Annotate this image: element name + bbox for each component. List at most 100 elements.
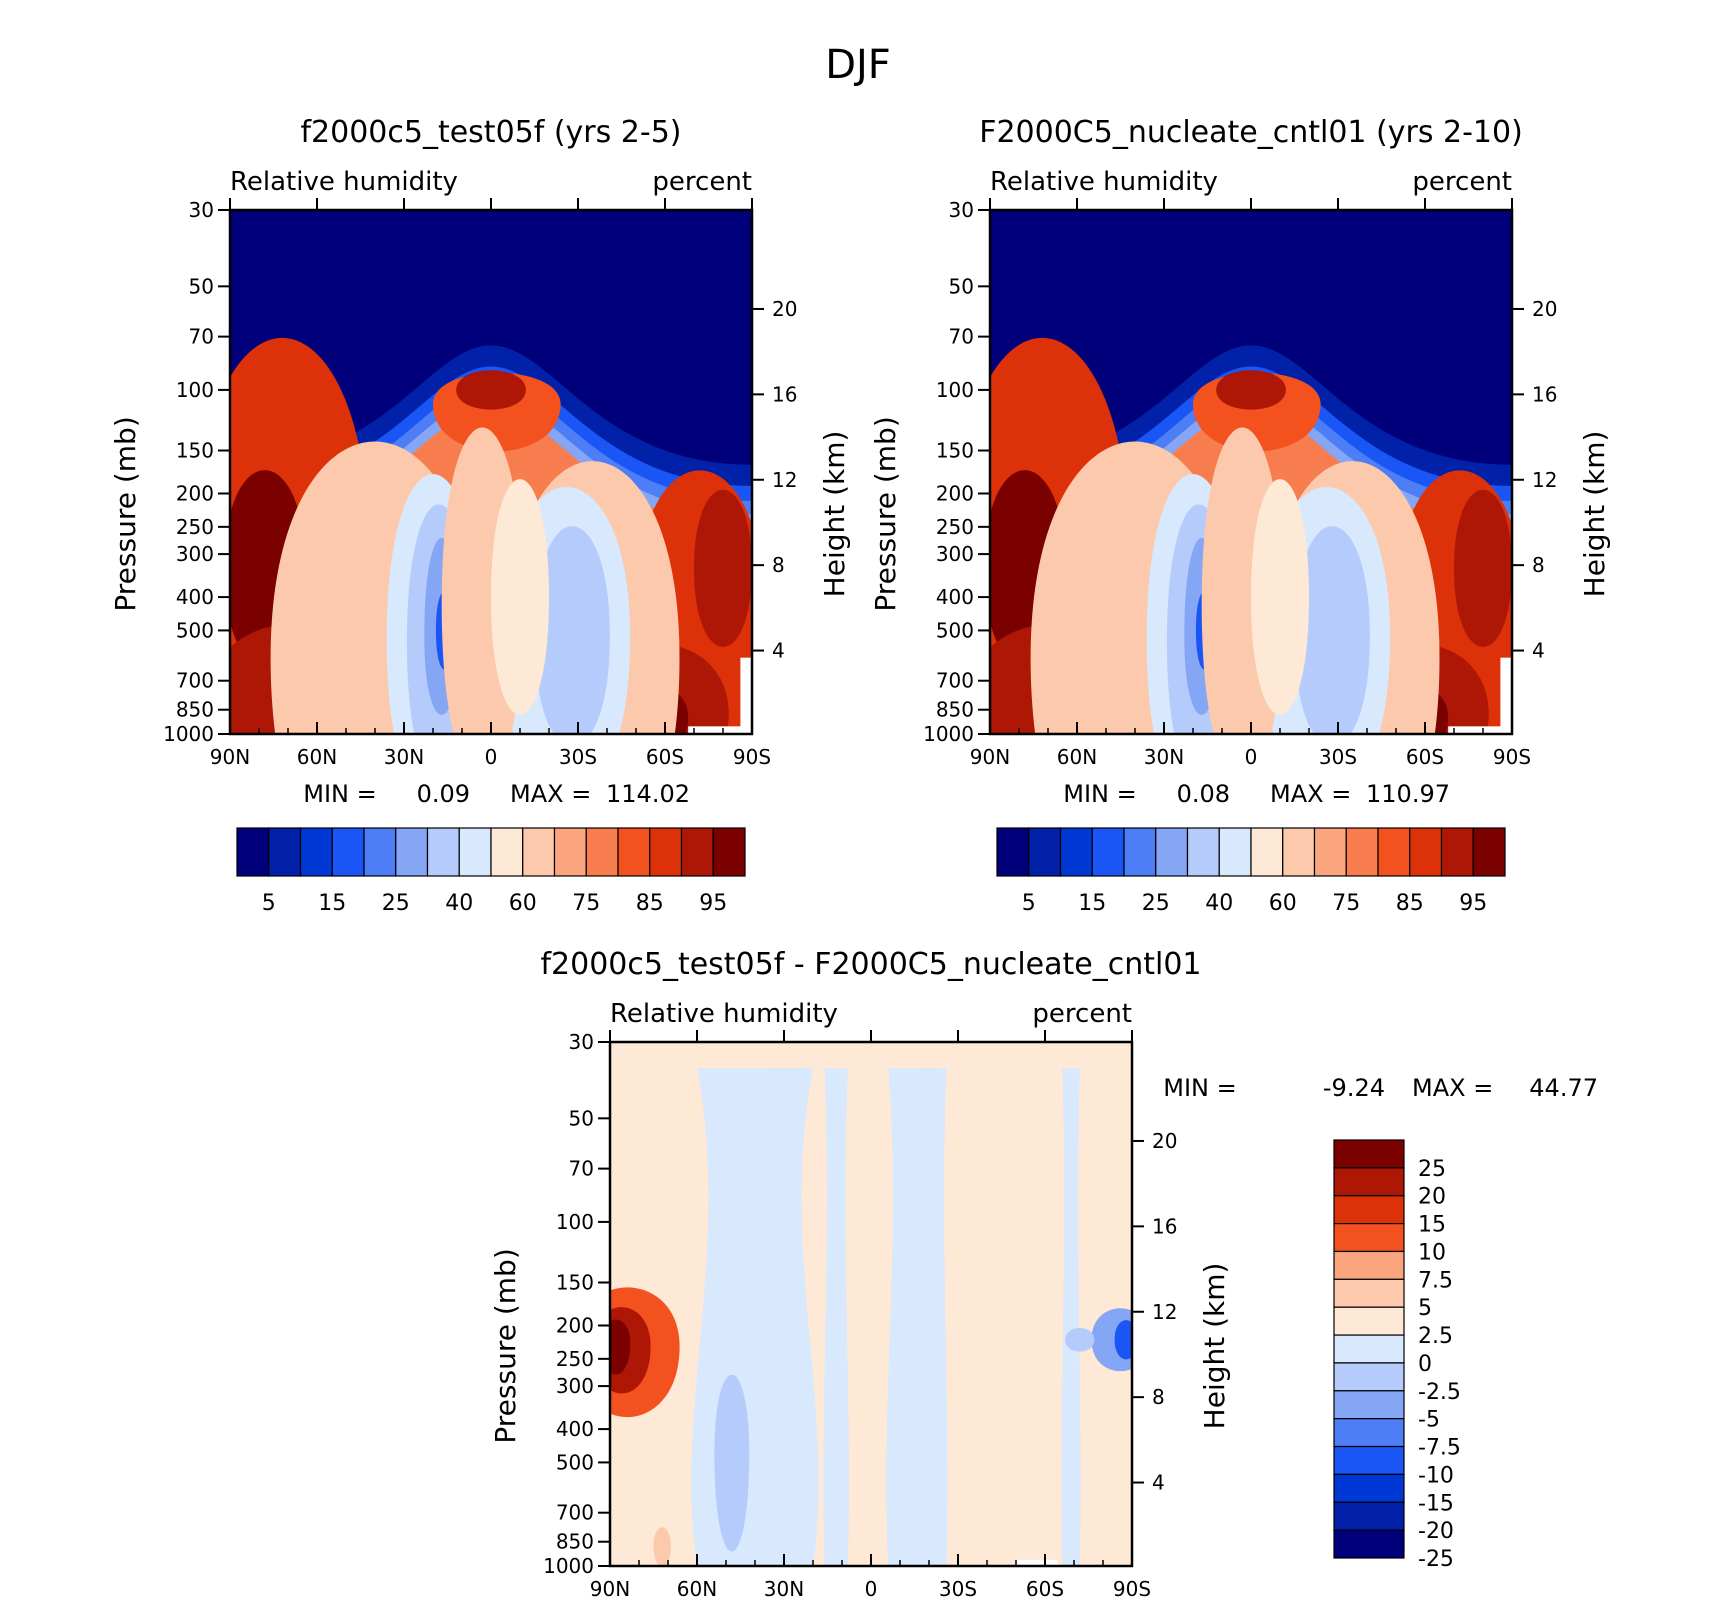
colorbar-box <box>1218 827 1252 877</box>
colorbar-box <box>1333 1362 1405 1392</box>
contour-region <box>610 1319 631 1375</box>
height-tick-label: 8 <box>1152 1385 1165 1409</box>
colorbar-label: 0 <box>1418 1352 1432 1377</box>
colorbar-label: 75 <box>572 891 600 916</box>
x-tick-label: 0 <box>1245 745 1258 769</box>
units-label: percent <box>1412 167 1512 197</box>
x-tick-label: 60N <box>677 1577 717 1601</box>
colorbar-label: 5 <box>262 891 276 916</box>
missing-data <box>1448 726 1512 734</box>
y-tick-label: 500 <box>556 1450 594 1474</box>
colorbar-box <box>395 827 429 877</box>
contour-region <box>1454 489 1512 647</box>
contour-region <box>456 370 526 410</box>
max-label: MAX = <box>1412 1074 1493 1102</box>
colorbar-label: 95 <box>699 891 727 916</box>
contour-region <box>770 1068 803 1566</box>
colorbar-label: -25 <box>1418 1547 1454 1572</box>
contour-region <box>1251 479 1309 715</box>
y-tick-label: 30 <box>189 198 214 222</box>
x-tick-label: 60S <box>1026 1577 1064 1601</box>
contour-region <box>823 1068 849 1566</box>
figure-title: DJF <box>825 42 891 88</box>
panel-a: f2000c5_test05f (yrs 2-5) Relative humidi… <box>109 115 851 916</box>
colorbar-label: 15 <box>318 891 346 916</box>
x-tick-label: 90S <box>1113 1577 1151 1601</box>
colorbar-box <box>1333 1139 1405 1169</box>
max-value: 44.77 <box>1529 1074 1598 1102</box>
y-tick-label: 100 <box>936 378 974 402</box>
x-tick-label: 60N <box>1057 745 1097 769</box>
colorbar-box <box>1250 827 1284 877</box>
contour-region <box>653 1527 671 1566</box>
colorbar-label: 2.5 <box>1418 1324 1453 1349</box>
x-tick-label: 0 <box>485 745 498 769</box>
y-tick-label: 400 <box>176 585 214 609</box>
units-label: percent <box>652 167 752 197</box>
y-tick-label: 150 <box>556 1271 594 1295</box>
x-tick-label: 60N <box>297 745 337 769</box>
colorbar-box <box>1333 1418 1405 1448</box>
colorbar-label: 10 <box>1418 1240 1446 1265</box>
height-tick-label: 20 <box>1532 297 1557 321</box>
colorbar-label: 20 <box>1418 1185 1446 1210</box>
y-tick-label: 850 <box>556 1530 594 1554</box>
x-tick-label: 30S <box>939 1577 977 1601</box>
colorbar-box <box>553 827 587 877</box>
colorbar-label: 75 <box>1332 891 1360 916</box>
y-tick-label: 700 <box>176 669 214 693</box>
contour-region <box>694 489 752 647</box>
colorbar-box <box>1091 827 1125 877</box>
y-tick-label: 850 <box>936 698 974 722</box>
colorbar-box <box>680 827 714 877</box>
y-tick-label: 200 <box>176 481 214 505</box>
colorbar-box <box>1155 827 1189 877</box>
height-tick-label: 12 <box>1532 468 1557 492</box>
colorbar-label: 40 <box>445 891 473 916</box>
y-tick-label: 30 <box>569 1030 594 1054</box>
colorbar-box <box>712 827 746 877</box>
contour-region <box>1294 526 1370 734</box>
panel-title: f2000c5_test05f (yrs 2-5) <box>300 115 681 150</box>
y-tick-label: 300 <box>556 1374 594 1398</box>
missing-data <box>1500 657 1512 734</box>
colorbar-box <box>1123 827 1157 877</box>
y-tick-label: 100 <box>176 378 214 402</box>
colorbar-box <box>522 827 556 877</box>
y-tick-label: 1000 <box>923 722 974 746</box>
colorbar-label: 60 <box>509 891 537 916</box>
colorbar-box <box>1333 1278 1405 1308</box>
y-tick-label: 250 <box>176 515 214 539</box>
contour-region <box>1065 1327 1095 1352</box>
contour-region <box>1216 370 1286 410</box>
x-tick-label: 90N <box>210 745 250 769</box>
colorbar-box <box>1440 827 1474 877</box>
y-tick-label: 70 <box>189 325 214 349</box>
colorbar-box <box>1377 827 1411 877</box>
min-value: -9.24 <box>1323 1074 1385 1102</box>
missing-data <box>740 657 752 734</box>
variable-label: Relative humidity <box>230 167 458 197</box>
x-tick-label: 90S <box>733 745 771 769</box>
y-tick-label: 70 <box>569 1157 594 1181</box>
colorbar-box <box>1333 1195 1405 1225</box>
x-tick-label: 90N <box>590 1577 630 1601</box>
y-tick-label: 100 <box>556 1210 594 1234</box>
colorbar-box <box>649 827 683 877</box>
colorbar-box <box>1333 1445 1405 1475</box>
y-tick-label: 700 <box>936 669 974 693</box>
contour-region <box>990 210 1512 465</box>
colorbar-box <box>1028 827 1062 877</box>
height-tick-label: 20 <box>1152 1129 1177 1153</box>
y-tick-label: 850 <box>176 698 214 722</box>
colorbar-label: 60 <box>1269 891 1297 916</box>
x-tick-label: 30S <box>1319 745 1357 769</box>
colorbar-box <box>1333 1167 1405 1197</box>
contour-field <box>230 210 752 734</box>
contour-region <box>534 526 610 734</box>
colorbar-label: -2.5 <box>1418 1380 1461 1405</box>
contour-region <box>922 1068 948 1566</box>
missing-data <box>688 726 752 734</box>
colorbar-box <box>996 827 1030 877</box>
